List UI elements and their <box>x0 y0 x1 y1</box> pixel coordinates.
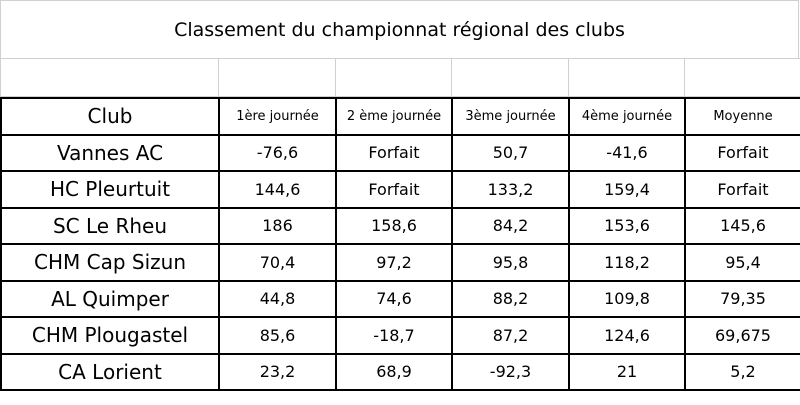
score-cell: 118,2 <box>568 243 686 282</box>
score-cell: 69,675 <box>684 316 800 355</box>
data-row: SC Le Rheu 186 158,6 84,2 153,6 145,6 <box>0 206 800 245</box>
header-cell: 4ème journée <box>568 97 686 136</box>
score-cell: 124,6 <box>568 316 686 355</box>
club-cell: AL Quimper <box>0 279 220 318</box>
score-cell: 79,35 <box>684 279 800 318</box>
score-cell: -41,6 <box>568 133 686 172</box>
score-cell: 97,2 <box>335 243 453 282</box>
score-cell: 68,9 <box>335 352 453 391</box>
score-cell: 87,2 <box>451 316 570 355</box>
data-row: CHM Plougastel 85,6 -18,7 87,2 124,6 69,675 <box>0 316 800 355</box>
score-cell: Forfait <box>335 170 453 209</box>
data-row: HC Pleurtuit 144,6 Forfait 133,2 159,4 Forfai… <box>0 170 800 209</box>
club-cell: CHM Plougastel <box>0 316 220 355</box>
score-cell: 145,6 <box>684 206 800 245</box>
score-cell: 109,8 <box>568 279 686 318</box>
table-title: Classement du championnat régional des c… <box>0 0 799 58</box>
score-cell: -76,6 <box>218 133 337 172</box>
score-cell: Forfait <box>684 170 800 209</box>
empty-row <box>0 58 800 97</box>
score-cell: 144,6 <box>218 170 337 209</box>
club-cell: CA Lorient <box>0 352 220 391</box>
score-cell: 158,6 <box>335 206 453 245</box>
score-cell: 23,2 <box>218 352 337 391</box>
score-cell: 95,4 <box>684 243 800 282</box>
score-cell: -92,3 <box>451 352 570 391</box>
score-cell: -18,7 <box>335 316 453 355</box>
score-cell: Forfait <box>684 133 800 172</box>
score-cell: 74,6 <box>335 279 453 318</box>
score-cell: 84,2 <box>451 206 570 245</box>
score-cell: 50,7 <box>451 133 570 172</box>
score-cell: 70,4 <box>218 243 337 282</box>
header-cell: Moyenne <box>684 97 800 136</box>
score-cell: 88,2 <box>451 279 570 318</box>
data-row: CHM Cap Sizun 70,4 97,2 95,8 118,2 95,4 <box>0 243 800 282</box>
score-cell: 85,6 <box>218 316 337 355</box>
data-row: CA Lorient 23,2 68,9 -92,3 21 5,2 <box>0 352 800 391</box>
club-cell: Club <box>0 97 220 136</box>
data-row: Vannes AC -76,6 Forfait 50,7 -41,6 Forfait <box>0 133 800 172</box>
data-row: AL Quimper 44,8 74,6 88,2 109,8 79,35 <box>0 279 800 318</box>
score-cell: 133,2 <box>451 170 570 209</box>
score-cell: 153,6 <box>568 206 686 245</box>
score-cell: 21 <box>568 352 686 391</box>
score-cell: 159,4 <box>568 170 686 209</box>
club-cell: HC Pleurtuit <box>0 170 220 209</box>
score-cell: 95,8 <box>451 243 570 282</box>
score-cell: 5,2 <box>684 352 800 391</box>
header-cell: 3ème journée <box>451 97 570 136</box>
club-cell: CHM Cap Sizun <box>0 243 220 282</box>
header-row: Club 1ère journée 2 ème journée 3ème journé… <box>0 97 800 136</box>
club-cell: Vannes AC <box>0 133 220 172</box>
header-cell: 1ère journée <box>218 97 337 136</box>
club-cell: SC Le Rheu <box>0 206 220 245</box>
score-cell: 186 <box>218 206 337 245</box>
header-cell: 2 ème journée <box>335 97 453 136</box>
score-cell: 44,8 <box>218 279 337 318</box>
score-cell: Forfait <box>335 133 453 172</box>
ranking-table: Club 1ère journée 2 ème journée 3ème journé… <box>0 97 800 391</box>
